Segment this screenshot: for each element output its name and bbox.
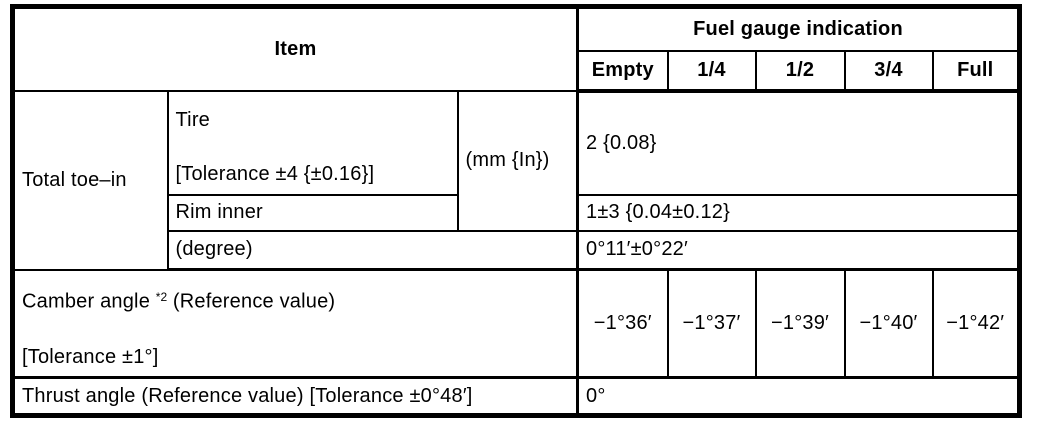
wheel-alignment-spec-table: Item Fuel gauge indication Empty 1/4 1/2… (10, 4, 1022, 418)
header-item: Item (11, 5, 579, 92)
header-level-1-2: 1/2 (754, 49, 846, 93)
label-camber-angle-line: Camber angle *2 (Reference value) (22, 289, 569, 314)
header-level-1-4: 1/4 (666, 49, 757, 93)
camber-footnote-marker: *2 (155, 290, 168, 305)
row-degree: (degree) 0°11′±0°22′ (13, 229, 1021, 271)
value-camber-full: −1°42′ (931, 268, 1021, 379)
header-level-full: Full (931, 49, 1021, 93)
label-total-toe-in: Total toe–in (11, 89, 169, 271)
header-row-1: Item Fuel gauge indication (11, 5, 1021, 92)
label-rim-inner: Rim inner (166, 193, 459, 232)
value-rim-inner-toe-in: 1±3 {0.04±0.12} (576, 193, 1021, 232)
header-level-3-4: 3/4 (843, 49, 934, 93)
label-camber-tolerance: [Tolerance ±1°] (22, 345, 159, 368)
row-rim-inner: Rim inner 1±3 {0.04±0.12} (13, 193, 1021, 232)
value-camber-empty: −1°36′ (576, 268, 669, 379)
row-tire: Total toe–in Tire [Tolerance ±4 {±0.16}]… (11, 89, 1021, 271)
header-level-empty: Empty (576, 49, 669, 93)
label-tire: Tire (175, 108, 211, 131)
row-thrust-angle: Thrust angle (Reference value) [Toleranc… (11, 376, 1021, 417)
header-row-2: Empty 1/4 1/2 3/4 Full (13, 49, 1021, 93)
label-camber-reference: (Reference value) (172, 290, 336, 313)
value-camber-1-2: −1°39′ (754, 268, 846, 379)
value-thrust-angle: 0° (576, 376, 1021, 417)
value-tire-toe-in: 2 {0.08} (576, 89, 1021, 196)
row-camber-angle: Camber angle *2 (Reference value) [Toler… (11, 268, 1021, 379)
label-thrust-angle: Thrust angle (Reference value) [Toleranc… (11, 376, 579, 417)
value-camber-1-4: −1°37′ (666, 268, 757, 379)
label-tire-cell: Tire [Tolerance ±4 {±0.16}] (166, 89, 459, 196)
label-tire-tolerance: [Tolerance ±4 {±0.16}] (175, 162, 375, 185)
label-degree: (degree) (166, 229, 579, 271)
label-unit-mm-in: (mm {In}) (456, 89, 579, 232)
label-camber-angle-cell: Camber angle *2 (Reference value) [Toler… (11, 268, 579, 379)
value-degree-toe-in: 0°11′±0°22′ (576, 229, 1021, 271)
header-fuel-gauge-indication: Fuel gauge indication (576, 5, 1021, 52)
label-camber-angle: Camber angle (22, 290, 151, 313)
value-camber-3-4: −1°40′ (843, 268, 934, 379)
